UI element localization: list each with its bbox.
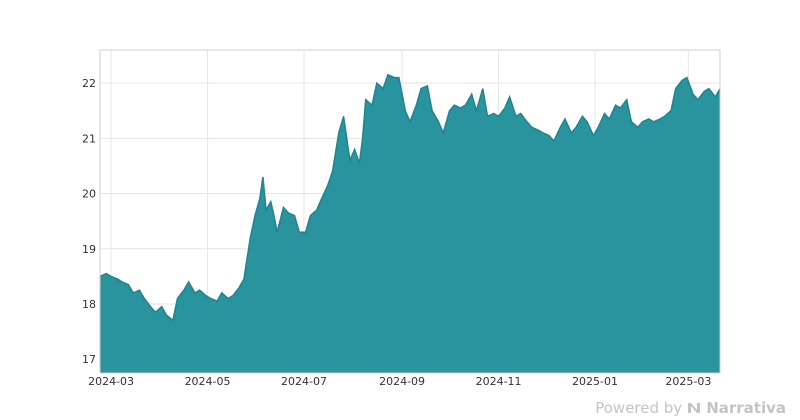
powered-by-label: Powered by	[595, 399, 683, 417]
y-axis-ticks: 17 18 19 20 21 22	[82, 77, 96, 366]
area-series	[99, 73, 721, 374]
x-tick-label: 2024-07	[281, 375, 327, 388]
y-tick-label: 20	[82, 188, 96, 201]
y-tick-label: 22	[82, 77, 96, 90]
plot-frame	[99, 49, 721, 374]
area-fill	[100, 74, 720, 374]
narrativa-logo-icon	[688, 403, 701, 413]
x-tick-label: 2025-03	[665, 375, 711, 388]
y-tick-label: 19	[82, 243, 96, 256]
x-tick-label: 2024-09	[379, 375, 425, 388]
brand-name: Narrativa	[706, 399, 786, 417]
footer-attribution: Powered by Narrativa	[595, 399, 786, 417]
x-tick-label: 2024-11	[476, 375, 522, 388]
x-tick-label: 2024-03	[88, 375, 134, 388]
y-tick-label: 18	[82, 298, 96, 311]
y-tick-label: 21	[82, 132, 96, 145]
x-axis-ticks: 2024-03 2024-05 2024-07 2024-09 2024-11 2025-…	[88, 375, 711, 388]
x-tick-label: 2024-05	[185, 375, 231, 388]
x-tick-label: 2025-01	[572, 375, 618, 388]
y-tick-label: 17	[82, 353, 96, 366]
series-line	[99, 73, 721, 322]
